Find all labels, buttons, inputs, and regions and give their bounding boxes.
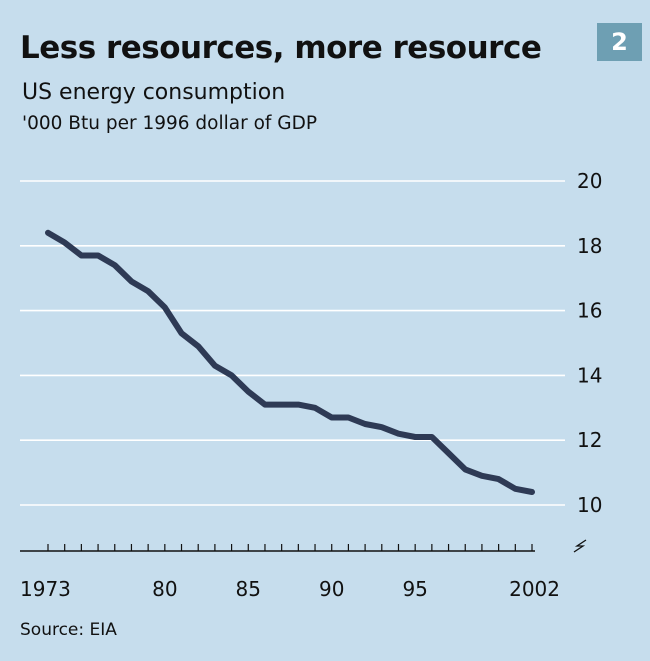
x-tick-label-80: 80 [152, 577, 177, 601]
chart-subtitle: US energy consumption [22, 80, 286, 105]
data-point-1994 [396, 431, 401, 436]
series-layer [45, 229, 535, 495]
data-point-1983 [212, 363, 217, 368]
x-tick-label-90: 90 [319, 577, 344, 601]
data-point-1986 [262, 402, 267, 407]
y-tick-label-12: 12 [577, 428, 602, 452]
data-point-1985 [246, 389, 251, 394]
data-point-1993 [379, 425, 384, 430]
data-point-1978 [129, 279, 134, 284]
source-note: Source: EIA [20, 620, 117, 640]
data-point-1995 [413, 434, 418, 439]
data-point-1989 [313, 405, 318, 410]
axis-break-icon [573, 539, 587, 553]
data-point-2002 [530, 490, 535, 495]
data-point-1992 [363, 422, 368, 427]
data-point-1980 [162, 305, 167, 310]
x-tick-label-85: 85 [236, 577, 261, 601]
chart-number-badge: 2 [597, 23, 642, 61]
data-point-1979 [146, 289, 151, 294]
x-tick-label-1973: 1973 [20, 577, 71, 601]
data-point-1973 [46, 230, 51, 235]
data-point-1996 [429, 434, 434, 439]
gridlines [20, 180, 565, 506]
data-point-1984 [229, 373, 234, 378]
data-point-1990 [329, 415, 334, 420]
x-tick-label-2002: 2002 [509, 577, 560, 601]
data-point-1997 [446, 451, 451, 456]
tick-labels: 10 12 14 16 18 20 1973 80 85 90 95 2002 [20, 169, 602, 601]
y-axis-units-label: '000 Btu per 1996 dollar of GDP [22, 113, 318, 134]
data-point-1988 [296, 402, 301, 407]
data-point-1987 [279, 402, 284, 407]
data-point-1976 [96, 253, 101, 258]
data-point-2001 [513, 486, 518, 491]
data-point-2000 [496, 477, 501, 482]
x-axis [20, 539, 587, 553]
data-point-1975 [79, 253, 84, 258]
y-tick-label-18: 18 [577, 234, 602, 258]
data-point-1981 [179, 331, 184, 336]
series-line-0 [45, 229, 535, 495]
y-tick-label-10: 10 [577, 493, 602, 517]
y-tick-label-20: 20 [577, 169, 602, 193]
y-tick-label-16: 16 [577, 299, 602, 323]
data-point-1974 [62, 240, 67, 245]
data-point-1977 [112, 263, 117, 268]
x-tick-label-95: 95 [402, 577, 427, 601]
data-point-1999 [479, 473, 484, 478]
data-point-1998 [463, 467, 468, 472]
chart-title: Less resources, more resource [20, 30, 542, 66]
y-tick-label-14: 14 [577, 363, 602, 387]
data-point-1991 [346, 415, 351, 420]
data-point-1982 [196, 344, 201, 349]
